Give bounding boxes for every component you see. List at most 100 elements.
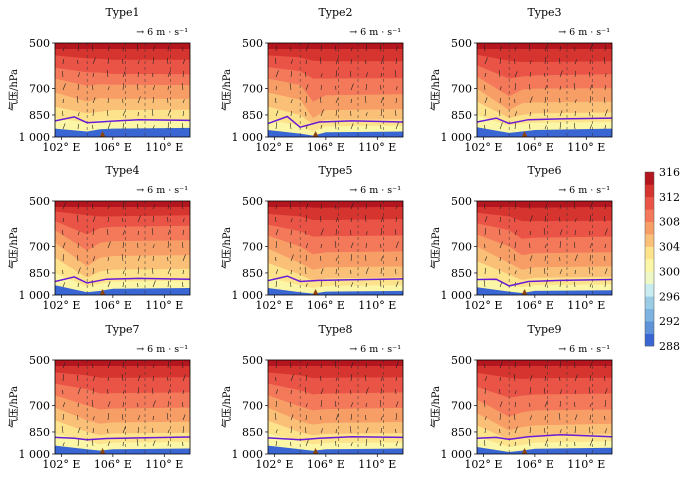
panel-title: Type1 (105, 6, 139, 19)
y-tick-label: 700 (451, 400, 472, 413)
wind-vector (604, 415, 606, 421)
wind-vector (107, 241, 111, 249)
temperature-field (477, 201, 612, 295)
wind-vector (544, 427, 546, 434)
wind-vector (290, 70, 292, 78)
wind-vector (92, 228, 95, 236)
wind-vector (574, 401, 576, 408)
y-axis-label: 气压/hPa (7, 386, 20, 428)
wind-vector (167, 70, 171, 78)
temperature-field (55, 201, 190, 295)
terrain-marker (99, 448, 106, 454)
wind-vector (514, 426, 518, 434)
wind-vector (514, 361, 516, 369)
wind-vector (350, 402, 354, 408)
wind-vector (514, 401, 516, 408)
x-tick-label: 106° E (94, 299, 132, 312)
wind-vector (290, 229, 292, 236)
wind-vector (275, 70, 279, 78)
wind-vector (499, 268, 501, 275)
wind-vector (152, 440, 156, 447)
panel-title: Type2 (318, 6, 352, 19)
wind-vector (107, 216, 109, 223)
colorbar-segment (645, 184, 654, 198)
wind-vector (137, 426, 139, 434)
wind-vector (167, 110, 171, 117)
wind-vector (320, 84, 322, 91)
wind-vector (514, 202, 517, 210)
boundary-layer-line (55, 116, 190, 124)
wind-vector (559, 85, 561, 91)
colorbar-segment (645, 296, 654, 309)
y-axis-label: 气压/hPa (220, 69, 233, 111)
wind-vector (152, 375, 154, 382)
wind-vector (484, 427, 486, 434)
wind-vector (498, 229, 501, 236)
wind-vector (167, 45, 169, 52)
y-tick-label: 700 (242, 83, 263, 96)
wind-vector (182, 374, 186, 382)
wind-vector (62, 83, 66, 91)
wind-vector (290, 374, 294, 382)
wind-vector (483, 280, 486, 288)
wind-vector (484, 243, 486, 249)
wind-vector (395, 57, 397, 65)
wind-vector (589, 374, 591, 382)
y-tick-label: 1 000 (441, 131, 473, 144)
wind-vector (181, 362, 184, 369)
wind-vector (380, 84, 382, 91)
wind-vector (92, 97, 96, 104)
wind-vector (589, 59, 591, 65)
wind-vector (589, 243, 593, 249)
wind-vector (305, 439, 309, 447)
wind-vector (137, 282, 139, 288)
y-tick-label: 850 (242, 426, 263, 439)
wind-vector (499, 122, 503, 130)
y-tick-label: 850 (242, 109, 263, 122)
wind-vector (122, 401, 124, 408)
wind-vector (514, 241, 516, 249)
wind-vector (182, 389, 184, 395)
temperature-field (477, 360, 612, 454)
y-tick-label: 1 000 (441, 448, 473, 461)
wind-vector (76, 375, 79, 382)
wind-vector (137, 96, 141, 104)
colorbar: 316 312 308 304 300 296 292 288 (644, 166, 680, 353)
wind-vector (121, 374, 124, 382)
wind-vector (499, 256, 501, 262)
wind-vector (304, 267, 307, 275)
wind-vector (320, 109, 324, 117)
y-axis-label: 气压/hPa (429, 227, 442, 269)
wind-vector (380, 427, 382, 434)
wind-vector (305, 44, 309, 52)
wind-vector (395, 361, 399, 369)
wind-vector (107, 281, 111, 288)
y-tick-label: 700 (242, 241, 263, 254)
wind-vector (544, 244, 547, 249)
wind-vector (514, 230, 518, 236)
wind-vector (574, 414, 578, 421)
wind-vector (589, 363, 593, 369)
wind-vector (559, 280, 561, 288)
wind-vector (499, 413, 502, 421)
wind-vector (77, 402, 79, 408)
wind-vector (365, 362, 367, 369)
wind-vector (167, 376, 169, 382)
wind-vector (62, 282, 66, 288)
wind-vector (499, 57, 501, 65)
colorbar-tick-label: 312 (659, 191, 680, 204)
wind-vector (182, 229, 184, 236)
wind-vector (152, 415, 154, 421)
colorbar-segment (645, 209, 654, 222)
wind-vector (395, 46, 399, 52)
wind-vector (395, 441, 399, 447)
wind-vector (137, 215, 141, 223)
wind-vector (544, 375, 546, 382)
wind-vector (92, 124, 94, 130)
wind-vector (364, 255, 367, 262)
wind-vector (365, 439, 368, 447)
wind-vector (290, 59, 294, 65)
colorbar-segment (645, 321, 654, 334)
wind-vector (335, 413, 339, 421)
wind-vector (91, 440, 94, 447)
